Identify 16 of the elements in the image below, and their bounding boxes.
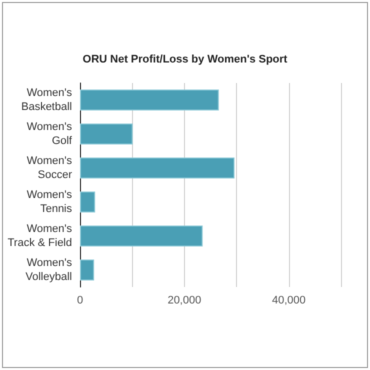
x-tick-label: 40,000: [272, 294, 306, 306]
y-tick-label: Women's Soccer: [26, 155, 72, 181]
y-tick-label: Women's Basketball: [21, 87, 72, 113]
chart-title: ORU Net Profit/Loss by Women's Sport: [82, 54, 288, 66]
y-tick-label: Women's Volleyball: [26, 257, 72, 283]
y-tick-label: Women's Tennis: [26, 189, 72, 215]
y-tick-label: Women's Golf: [26, 121, 73, 147]
bar: [80, 191, 96, 213]
x-tick-label: 20,000: [168, 294, 202, 306]
bar: [80, 225, 203, 247]
bar: [80, 89, 219, 111]
bar: [80, 157, 235, 179]
bar: [80, 123, 133, 145]
bar: [80, 259, 94, 281]
y-tick-label: Women's Track & Field: [8, 223, 72, 249]
x-tick-label: 0: [76, 294, 84, 306]
